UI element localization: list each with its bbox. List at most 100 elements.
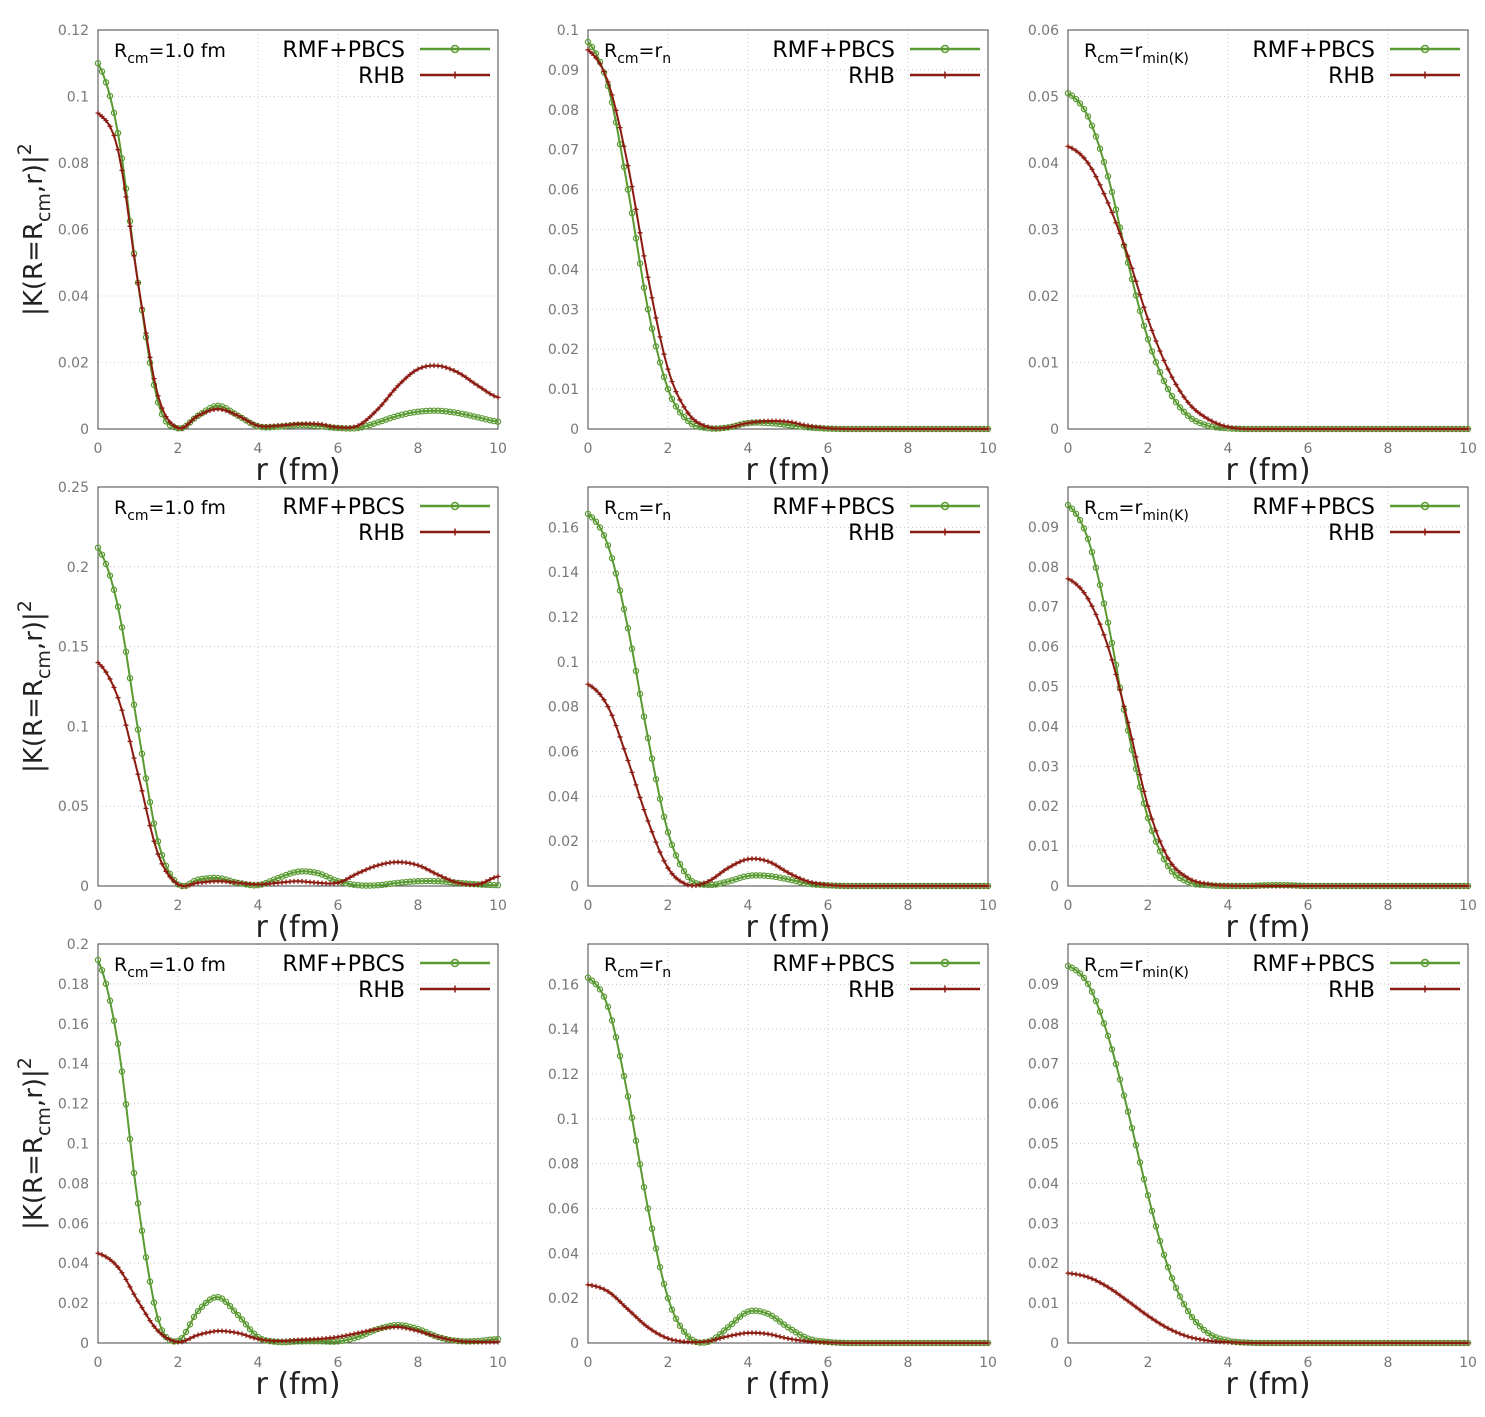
data-point [131, 253, 137, 259]
data-point [697, 882, 703, 888]
data-point [111, 133, 117, 139]
x-tick-label: 2 [664, 898, 673, 914]
data-point [1193, 1336, 1199, 1342]
data-point [765, 858, 771, 864]
y-tick-label: 0.02 [1028, 1256, 1059, 1272]
data-point [760, 1309, 768, 1316]
x-tick-label: 4 [1224, 1355, 1233, 1371]
data-point [127, 223, 133, 229]
y-tick-label: 0 [80, 879, 89, 895]
data-point [641, 807, 647, 813]
data-point [609, 92, 615, 98]
data-point [721, 868, 727, 874]
plot-frame [587, 486, 989, 887]
data-point [123, 194, 129, 200]
data-point [1200, 421, 1208, 428]
data-point [732, 1317, 740, 1324]
data-point [155, 1328, 161, 1334]
data-point [756, 872, 764, 879]
data-point [171, 878, 177, 884]
data-point [111, 684, 117, 690]
data-point [616, 587, 624, 594]
data-point [1148, 348, 1156, 355]
data-point [475, 383, 481, 389]
data-point [1144, 336, 1152, 343]
data-point [415, 366, 421, 372]
data-point [107, 123, 113, 129]
series-line-pbcs [1067, 504, 1468, 887]
data-point [1113, 1289, 1119, 1295]
data-point [1097, 182, 1103, 188]
data-point [182, 1328, 190, 1336]
data-point [584, 974, 592, 981]
legend-marker-pbcs [450, 501, 460, 511]
data-point [131, 1291, 137, 1297]
data-point [406, 409, 414, 417]
data-point [163, 868, 169, 874]
data-point [1129, 1301, 1135, 1307]
data-point [379, 861, 385, 867]
legend-label-pbcs: RMF+PBCS [772, 495, 895, 520]
data-point [752, 872, 760, 879]
x-tick-label: 10 [1459, 441, 1477, 457]
radius-annotation: Rcm=rn [604, 497, 671, 524]
data-point [447, 877, 453, 883]
y-tick-label: 0.01 [1028, 356, 1059, 372]
data-point [741, 421, 747, 427]
data-point [139, 305, 145, 311]
x-tick-label: 0 [1064, 1355, 1073, 1371]
data-point [585, 681, 591, 687]
y-tick-label: 0.02 [548, 834, 579, 850]
data-point [673, 875, 679, 881]
y-tick-label: 0.03 [1028, 1216, 1059, 1232]
data-point [680, 413, 688, 421]
data-point [645, 274, 651, 280]
data-point [150, 1299, 158, 1306]
data-point [98, 68, 106, 75]
data-point [733, 861, 739, 867]
data-point [620, 1072, 628, 1080]
data-point [1185, 875, 1191, 881]
y-tick-label: 0.07 [548, 143, 579, 159]
data-point [737, 422, 743, 428]
data-point [383, 860, 389, 866]
data-point [127, 1284, 133, 1290]
series-markers-rhb [1065, 143, 1471, 432]
data-point [597, 691, 603, 697]
data-point [423, 866, 429, 872]
data-point [243, 417, 249, 423]
legend-marker-pbcs [1420, 958, 1430, 968]
data-point [1129, 736, 1135, 742]
data-point [1153, 338, 1159, 344]
data-point [801, 877, 807, 883]
data-point [1160, 1251, 1168, 1259]
data-point [1189, 1335, 1195, 1341]
legend-label-pbcs: RMF+PBCS [282, 495, 405, 520]
x-tick-label: 6 [1304, 1355, 1313, 1371]
data-point [1173, 866, 1179, 872]
data-point [1465, 426, 1471, 432]
data-point [102, 560, 110, 568]
legend-label-rhb: RHB [1328, 64, 1375, 89]
data-point [230, 1307, 238, 1314]
legend-label-rhb: RHB [358, 521, 405, 546]
data-point [387, 392, 393, 398]
data-point [107, 1257, 113, 1262]
data-point [600, 532, 608, 539]
y-tick-label: 0.07 [1028, 1057, 1059, 1073]
legend-marker-pbcs [1420, 44, 1430, 54]
data-point [761, 857, 767, 863]
data-point [1164, 862, 1172, 870]
data-point [115, 1264, 121, 1270]
y-tick-label: 0.08 [58, 1176, 89, 1192]
data-point [103, 669, 109, 675]
y-tick-label: 0.02 [1028, 799, 1059, 815]
data-point [487, 391, 493, 397]
data-point [95, 660, 101, 666]
legend-marker-pbcs [450, 958, 460, 968]
data-point [589, 684, 595, 690]
data-point [294, 868, 302, 875]
data-point [434, 407, 442, 414]
y-tick-label: 0.07 [1028, 600, 1059, 616]
y-tick-label: 0.04 [58, 289, 89, 305]
